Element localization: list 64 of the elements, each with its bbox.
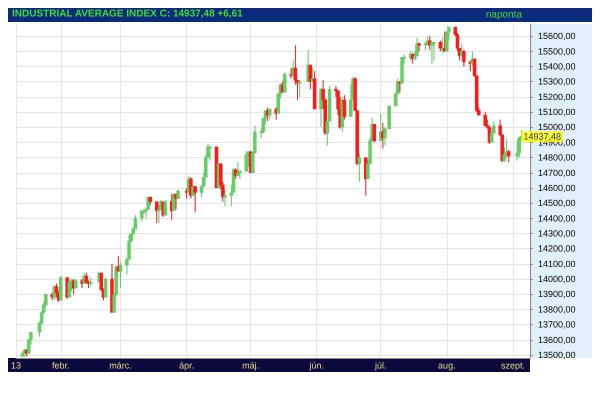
candlestick <box>342 94 346 120</box>
text: naponta <box>486 10 522 20</box>
x-tick-label: jún. <box>308 360 324 370</box>
chart-title: INDUSTRIAL AVERAGE INDEX C: 14937,48 +6,61 <box>12 8 244 20</box>
candlestick <box>208 144 212 162</box>
x-tick-label: febr. <box>52 360 70 370</box>
y-tick-label: 13800,00 <box>538 304 576 314</box>
candlestick <box>483 112 487 126</box>
candlestick <box>54 283 58 298</box>
candlestick <box>84 272 88 284</box>
x-tick-label: máj. <box>242 360 260 370</box>
y-tick-label: 13700,00 <box>538 320 576 330</box>
candlestick <box>104 277 108 298</box>
candlestick <box>236 162 240 176</box>
candlestick <box>515 138 519 162</box>
x-tick-label: 13 <box>11 360 22 370</box>
candlestick <box>164 200 168 216</box>
y-tick-label: 14400,00 <box>538 213 576 224</box>
y-tick-label: 15200,00 <box>538 92 576 102</box>
y-tick-label: 14300,00 <box>538 228 576 239</box>
candlestick <box>74 278 78 289</box>
candlestick <box>244 151 248 172</box>
y-tick-label: 15600,00 <box>538 31 576 42</box>
candlestick <box>358 152 362 182</box>
x-tick-label: aug. <box>438 360 456 370</box>
candlestick <box>157 204 161 224</box>
x-tick-label: márc. <box>109 360 132 370</box>
candlestick <box>438 40 442 52</box>
candlestick <box>155 201 159 224</box>
candlestick <box>118 262 122 289</box>
y-tick-label: 15500,00 <box>538 46 576 56</box>
x-tick-label: júl. <box>374 360 386 370</box>
y-tick-label: 14800,00 <box>538 152 576 163</box>
y-tick-label: 14000,00 <box>538 274 576 284</box>
y-tick-label: 13900,00 <box>538 289 576 300</box>
candlestick <box>506 150 510 163</box>
candlestick <box>298 80 302 98</box>
candlestick <box>308 64 312 90</box>
candlestick <box>372 124 376 143</box>
candlestick <box>415 37 419 56</box>
y-tick-label: 15400,00 <box>538 62 576 72</box>
x-tick-label: szept. <box>500 360 525 370</box>
candlestick <box>462 49 466 68</box>
candlestick <box>88 277 92 288</box>
y-tick-label: 14500,00 <box>538 198 576 208</box>
y-tick-label: 14200,00 <box>538 244 576 254</box>
y-tick-label: 15300,00 <box>538 76 576 87</box>
candlestick <box>223 188 227 207</box>
candlestick <box>417 42 421 52</box>
y-tick-label: 15000,00 <box>538 122 576 132</box>
candlestick <box>193 186 197 213</box>
candlestick <box>176 188 180 200</box>
y-tick-label: 13600,00 <box>538 334 576 345</box>
candlestick <box>140 210 144 222</box>
y-tick-label: 14700,00 <box>538 168 576 178</box>
x-tick-label: ápr. <box>179 360 194 370</box>
candlestick <box>59 276 63 301</box>
candlestick <box>432 42 436 61</box>
y-tick-label: 13500,00 <box>538 350 576 360</box>
candlestick <box>68 280 72 298</box>
y-tick-label: 14100,00 <box>538 258 576 269</box>
y-tick-label: 14600,00 <box>538 182 576 193</box>
y-tick-label: 15100,00 <box>538 107 576 118</box>
candlestick <box>268 108 272 120</box>
